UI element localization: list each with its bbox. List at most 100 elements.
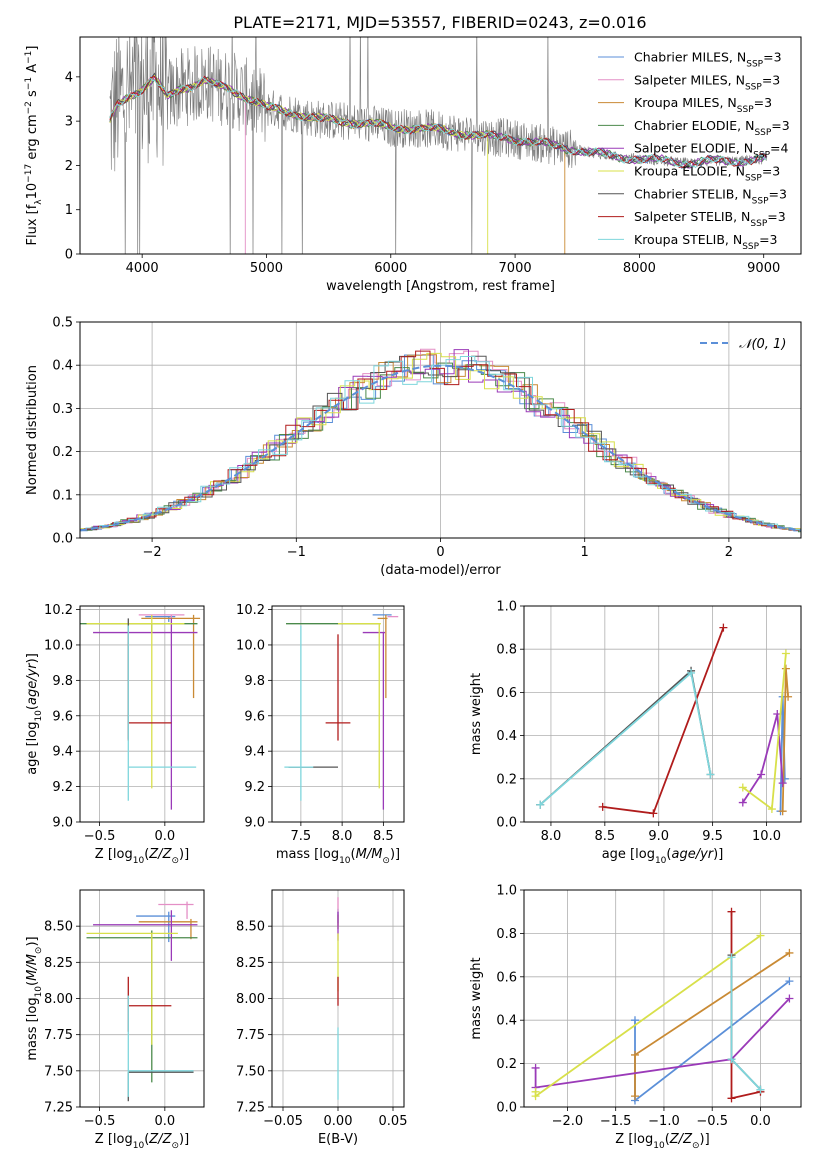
- model-spectrum-line: [109, 75, 246, 254]
- observed-spectrum: [109, 37, 768, 254]
- y-axis-label: Flux [fλ10−17 erg cm−2 s−1 A−1]: [24, 46, 44, 246]
- age-vs-mass-axes: 7.5 8.0 8.5 9.0 9.2 9.4 9.6 9.8 10.0 10.2 mass [lo…: [236, 603, 405, 866]
- mass-weight-marker: [738, 798, 747, 807]
- error-bar-point: [93, 910, 198, 961]
- y-tick-label: 0.0: [52, 532, 73, 547]
- y-tick-label: 9.8: [52, 674, 73, 689]
- y-tick-label: 9.4: [52, 745, 73, 760]
- y-tick-label: 10.0: [44, 638, 73, 653]
- x-tick-label: 0.0: [154, 1114, 175, 1129]
- legend-entry: Salpeter ELODIE, NSSP=4: [634, 141, 789, 161]
- y-tick-label: 0.4: [496, 729, 517, 744]
- mass-weight-marker: [784, 692, 793, 701]
- mass-weight-marker: [767, 805, 776, 814]
- y-tick-label: 0.6: [496, 686, 517, 701]
- mass-weight-marker: [778, 807, 787, 816]
- spectrum-axes: 4000 5000 6000 7000 8000 9000 0 1 2 3 4 wavelength …: [24, 36, 802, 294]
- y-tick-label: 9.0: [52, 816, 73, 831]
- axes-frame: [523, 605, 802, 823]
- x-axis-label: (data-model)/error: [380, 563, 501, 578]
- y-tick-label: 0.0: [496, 816, 517, 831]
- y-tick-label: 9.2: [244, 780, 265, 795]
- x-tick-label: 8.0: [332, 829, 353, 844]
- plot-area: [80, 614, 201, 810]
- x-axis-label: E(B-V): [318, 1132, 358, 1147]
- y-axis-label: mass [log10(M/M⊙)]: [25, 936, 44, 1060]
- x-tick-label: −2: [143, 545, 162, 560]
- mass-weight-marker: [649, 809, 658, 818]
- error-bar-point: [338, 623, 381, 789]
- figure-title: PLATE=2171, MJD=53557, FIBERID=0243, z=0…: [233, 13, 646, 32]
- y-tick-label: 8.00: [236, 992, 265, 1007]
- mass-weight-marker: [781, 649, 790, 658]
- error-bar-point: [86, 930, 198, 1083]
- y-tick-label: 9.8: [244, 674, 265, 689]
- y-tick-label: 8.25: [44, 956, 73, 971]
- mass-weight-marker: [785, 948, 794, 957]
- legend-entry: Chabrier ELODIE, NSSP=3: [634, 118, 790, 138]
- mass-vs-Z-axes: −0.5 0.0 7.25 7.50 7.75 8.00 8.25 8.50 Z [log10(…: [25, 889, 205, 1151]
- error-bar-point: [284, 625, 314, 801]
- mass-weight-marker: [727, 907, 736, 916]
- legend-entry: Kroupa MILES, NSSP=3: [634, 95, 772, 115]
- y-tick-label: 0.8: [496, 927, 517, 942]
- residual-histogram: [85, 356, 801, 531]
- mass-weight-marker: [756, 1085, 765, 1094]
- mass-weight-line: [602, 627, 725, 815]
- x-tick-label: 1: [581, 545, 589, 560]
- y-tick-label: 0.4: [52, 359, 73, 374]
- y-tick-label: 9.6: [52, 709, 73, 724]
- plot-area: [284, 614, 399, 810]
- residuals-axes: −2 −1 0 1 2 0.0 0.1 0.2 0.3 0.4 0.5 (data-model)/er…: [25, 316, 802, 578]
- massweight-vs-age-axes: 8.0 8.5 9.0 9.5 10.0 0.0 0.2 0.4 0.6 0.8 1.0 age [l…: [469, 600, 802, 866]
- y-tick-label: 0.3: [52, 402, 73, 417]
- axes-frame: [271, 605, 405, 823]
- residual-histogram: [80, 362, 801, 533]
- mass-weight-marker: [756, 931, 765, 940]
- x-tick-label: 0.0: [750, 1114, 771, 1129]
- x-tick-label: 4000: [126, 261, 159, 276]
- legend-entry: 𝒩(0, 1): [739, 337, 786, 352]
- y-tick-label: 10.0: [236, 638, 265, 653]
- y-tick-label: 7.75: [236, 1028, 265, 1043]
- error-bar-point: [158, 901, 194, 919]
- legend-entry: Salpeter MILES, NSSP=3: [634, 72, 780, 92]
- model-spectrum-line: [109, 75, 767, 169]
- legend-entry: Chabrier STELIB, NSSP=3: [634, 186, 787, 206]
- y-axis-label: age [log10(age/yr)]: [25, 653, 44, 775]
- error-bar-point: [325, 634, 351, 741]
- error-bar-point: [127, 625, 197, 801]
- y-tick-label: 10.2: [44, 603, 73, 618]
- y-tick-label: 9.6: [244, 709, 265, 724]
- error-bar-point: [377, 614, 388, 699]
- y-tick-label: 0.2: [496, 772, 517, 787]
- y-tick-label: 0.4: [496, 1014, 517, 1029]
- error-bar-point: [136, 911, 176, 943]
- mass-weight-marker: [719, 623, 728, 632]
- model-spectrum-line: [109, 74, 489, 254]
- y-tick-label: 0.2: [496, 1057, 517, 1072]
- y-tick-label: 2: [65, 159, 73, 174]
- y-tick-label: 8.25: [236, 956, 265, 971]
- y-tick-label: 9.4: [244, 745, 265, 760]
- y-tick-label: 9.0: [244, 816, 265, 831]
- mass-weight-line: [539, 669, 712, 806]
- age-vs-Z-axes: −0.5 0.0 9.0 9.2 9.4 9.6 9.8 10.0 10.2 Z [log10(Z…: [25, 603, 205, 866]
- plot-area: [109, 37, 768, 254]
- y-axis-label: mass weight: [469, 957, 484, 1039]
- x-tick-label: 9.0: [648, 829, 669, 844]
- error-bar-point: [145, 615, 176, 622]
- x-tick-label: −0.5: [696, 1114, 728, 1129]
- plot-area: [80, 348, 801, 533]
- y-tick-label: 7.50: [236, 1064, 265, 1079]
- y-tick-label: 9.2: [52, 780, 73, 795]
- residual-histogram: [83, 350, 801, 531]
- plot-area: [536, 623, 793, 818]
- x-axis-label: Z [log10(Z/Z⊙)]: [95, 1132, 189, 1151]
- error-bar-point: [93, 618, 198, 810]
- legend-entry: Kroupa ELODIE, NSSP=3: [634, 164, 780, 184]
- x-axis-label: Z [log10(Z/Z⊙)]: [615, 1132, 709, 1151]
- x-tick-label: −1.5: [600, 1114, 632, 1129]
- x-tick-label: 5000: [250, 261, 283, 276]
